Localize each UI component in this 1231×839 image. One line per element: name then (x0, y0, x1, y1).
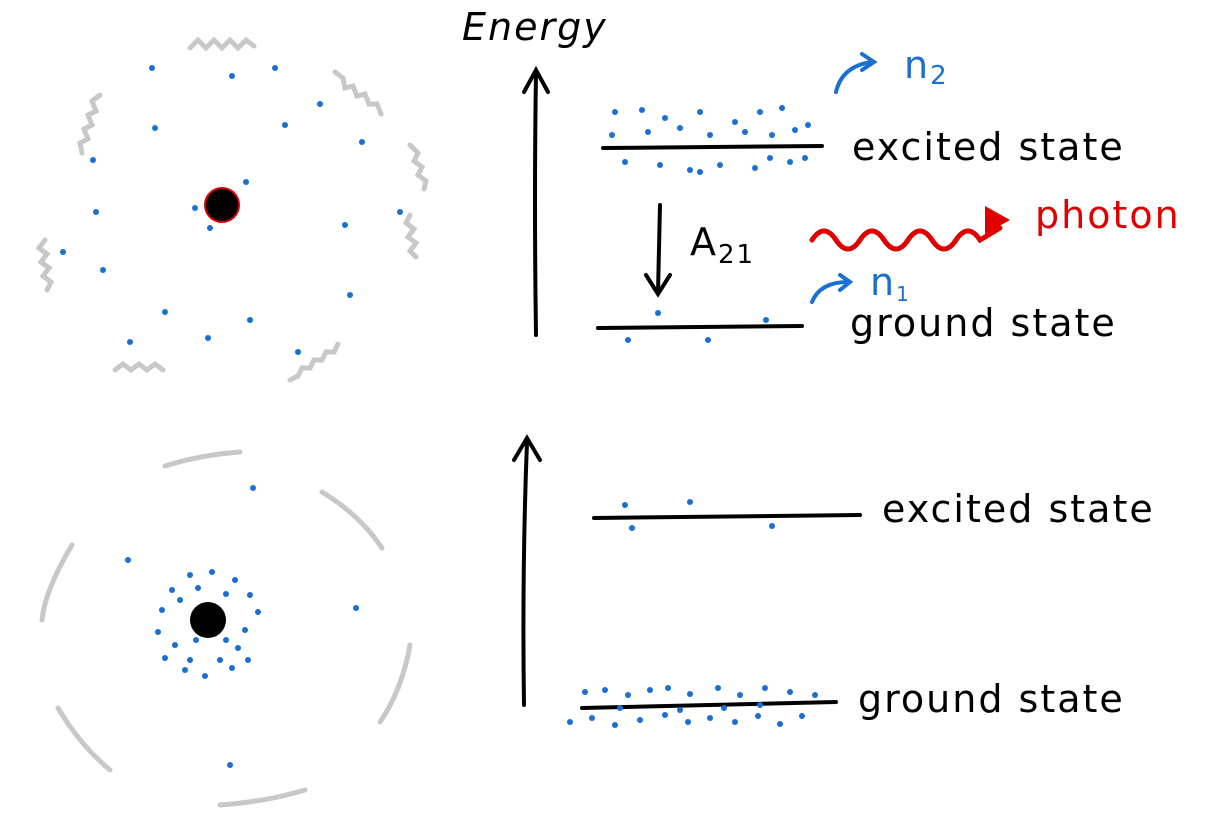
ground-population-dots-top (625, 310, 769, 343)
energy-axis-arrow-bottom (512, 434, 542, 707)
energy-axis-arrow-top (522, 65, 550, 337)
n1-label: n1 (870, 260, 911, 306)
n2-label: n2 (904, 43, 949, 91)
excited-population-dots-bottom (622, 499, 775, 531)
ground-level-line-bottom (580, 700, 838, 710)
excited-level-line-bottom (592, 513, 862, 520)
n1-pointer (810, 273, 854, 304)
n2-pointer (834, 52, 878, 94)
atom-nucleus-bottom (190, 602, 226, 638)
energy-axis-label: Energy (462, 5, 608, 49)
excited-state-label-top: excited state (852, 125, 1125, 169)
ground-state-label-bottom: ground state (858, 677, 1125, 721)
top-atom-panel (35, 36, 429, 383)
bottom-atom-panel (39, 449, 413, 808)
radiation-waves (35, 36, 429, 383)
excited-state-label-bottom: excited state (882, 487, 1155, 531)
atom-nucleus-top (204, 187, 240, 223)
top-energy-diagram: Energy excited state ground state A21 (462, 5, 1181, 345)
electron-dots-bottom (125, 485, 359, 768)
transition-rate-label: A21 (690, 220, 755, 270)
excited-population-dots-top (609, 105, 811, 175)
transition-arrow (644, 203, 672, 298)
ground-level-line-top (596, 324, 804, 330)
ground-population-dots-bottom (567, 685, 818, 728)
photon-wave (809, 206, 1010, 252)
excited-level-line-top (601, 144, 824, 150)
ground-state-label-top: ground state (850, 301, 1117, 345)
photon-label: photon (1035, 193, 1181, 237)
electron-dots-top (60, 65, 403, 355)
bottom-energy-diagram: excited state ground state (512, 434, 1155, 728)
orbit-arcs (39, 449, 413, 808)
